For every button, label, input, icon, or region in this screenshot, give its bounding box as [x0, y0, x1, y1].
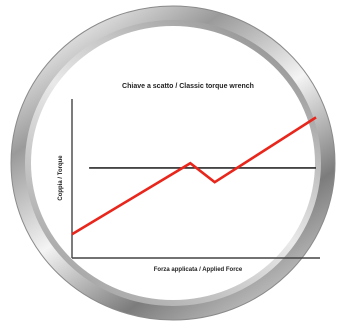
x-axis-label: Forza applicata / Applied Force — [154, 267, 243, 273]
chart-title: Chiave a scatto / Classic torque wrench — [122, 83, 254, 90]
badge-face — [31, 26, 315, 300]
series-layer — [71, 116, 317, 236]
torque-series-line — [71, 116, 317, 236]
y-axis-label: Coppia / Torque — [58, 155, 64, 201]
